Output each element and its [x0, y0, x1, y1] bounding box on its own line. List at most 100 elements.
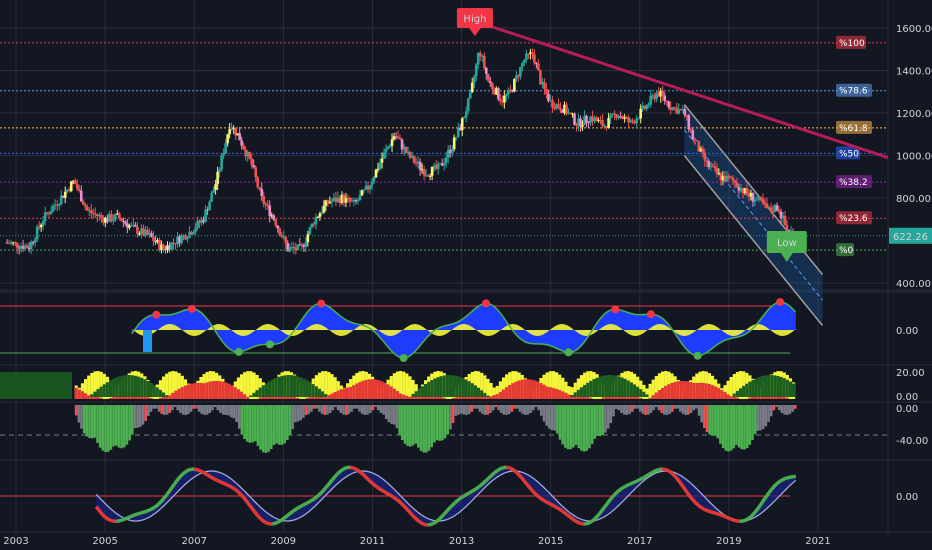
- panel3-bar: [211, 405, 214, 411]
- panel2-bar-red: [283, 395, 287, 399]
- candle-body: [252, 165, 256, 168]
- panel2-bar-green: [751, 379, 755, 397]
- panel2-bar-green: [302, 378, 306, 397]
- panel3-bar: [168, 405, 172, 413]
- oscillator-fast-segment: [669, 471, 675, 476]
- panel3-bar: [307, 405, 311, 414]
- panel2-bar-yellow: [561, 377, 565, 399]
- panel2-bar-red: [763, 395, 768, 399]
- panel2-bar-yellow: [742, 371, 746, 399]
- high-marker[interactable]: High: [456, 8, 493, 36]
- oscillator-fast-segment: [560, 509, 566, 514]
- candle-body: [15, 242, 19, 248]
- candle-body: [89, 210, 93, 214]
- oscillator-fast-segment: [246, 501, 252, 507]
- panel2-bar-red: [427, 395, 431, 399]
- candle-body: [370, 181, 374, 186]
- panel2-bar-red: [698, 382, 702, 399]
- oscillator-fast-segment: [730, 517, 734, 522]
- panel3-bar: [465, 405, 468, 415]
- oscillator-fast-segment: [747, 515, 753, 520]
- candle-body: [765, 203, 769, 208]
- oscillator-fast-segment: [244, 498, 250, 504]
- panel2-bar-red: [227, 383, 231, 399]
- candle-body: [478, 52, 482, 56]
- panel2-bar-green: [782, 378, 786, 397]
- oscillator-fast-segment: [342, 466, 347, 471]
- panel2-bar-green: [280, 375, 284, 397]
- panel2-bar-red: [511, 383, 515, 399]
- candle-body: [202, 219, 205, 222]
- panel2-bar-yellow: [84, 379, 88, 399]
- panel3-bar: [494, 405, 498, 408]
- panel2-bar-red: [386, 384, 390, 399]
- oscillator-fast-segment: [591, 517, 597, 522]
- low-marker[interactable]: Low: [766, 231, 807, 262]
- panel2-bar-red: [517, 380, 521, 399]
- oscillator-fast-segment: [380, 488, 385, 493]
- panel3-bar: [638, 405, 642, 412]
- panel2-bar-green: [271, 379, 275, 397]
- candle-body: [342, 194, 346, 203]
- panel2-bar-green: [414, 391, 418, 397]
- panel3-bar: [425, 405, 428, 453]
- candle-body: [515, 75, 518, 80]
- oscillator-fast-segment: [565, 512, 570, 518]
- candle-body: [440, 163, 444, 166]
- wave-trough-dot: [693, 351, 702, 360]
- panel2-bar-green: [632, 384, 637, 397]
- panel2-bar-yellow: [158, 380, 163, 399]
- candle-body: [322, 205, 326, 213]
- panel2-bar-red: [130, 395, 134, 399]
- panel2-bar-red: [286, 395, 290, 399]
- candle-body: [63, 191, 67, 198]
- candle-body: [19, 246, 23, 249]
- panel3-bar: [334, 405, 337, 408]
- candle-body: [178, 236, 181, 244]
- oscillator-fast-segment: [571, 517, 577, 523]
- candle-body: [563, 104, 566, 113]
- oscillator-fast-segment: [623, 484, 628, 489]
- candle-body: [188, 231, 191, 238]
- panel2-bar-yellow: [174, 371, 178, 399]
- oscillator-fast-segment: [587, 520, 592, 525]
- candle-body: [25, 245, 29, 248]
- panel2-bar-green: [140, 377, 144, 397]
- panel2-bar-red: [180, 387, 184, 399]
- candle-body: [324, 200, 328, 206]
- oscillator-fast-segment: [267, 521, 271, 526]
- oscillator-fast-segment: [213, 477, 218, 482]
- candle-body: [81, 201, 85, 205]
- oscillator-fast-segment: [579, 521, 583, 526]
- oscillator-fast-segment: [732, 518, 737, 523]
- panel3-bar: [390, 405, 393, 424]
- candle-body: [581, 125, 584, 127]
- panel3-bar: [604, 405, 607, 433]
- candle-body: [735, 182, 739, 187]
- candle-body: [631, 120, 634, 122]
- panel2-bar-yellow: [558, 374, 562, 399]
- candle-body: [308, 227, 312, 235]
- candle-body: [661, 90, 665, 96]
- panel2-bar-red: [349, 386, 353, 399]
- candle-body: [442, 162, 446, 166]
- panel3-bar: [481, 405, 484, 414]
- panel3-bar: [609, 405, 613, 424]
- fib-label-box: [836, 146, 860, 160]
- panel2-bar-red: [90, 395, 94, 399]
- panel2-bar-red: [224, 382, 228, 399]
- candle-body: [220, 155, 223, 170]
- panel2-bar-green: [645, 394, 649, 397]
- candle-body: [476, 52, 480, 65]
- oscillator-fast-segment: [108, 518, 113, 523]
- candle-body: [11, 242, 15, 244]
- panel2-bar-red: [230, 385, 234, 399]
- candle-body: [102, 217, 105, 223]
- oscillator-fast-segment: [545, 500, 550, 505]
- candle-body: [224, 143, 227, 154]
- panel2-bar-red: [661, 387, 665, 399]
- candle-body: [537, 63, 540, 71]
- oscillator-fast-segment: [621, 485, 626, 490]
- candle-body: [458, 127, 462, 131]
